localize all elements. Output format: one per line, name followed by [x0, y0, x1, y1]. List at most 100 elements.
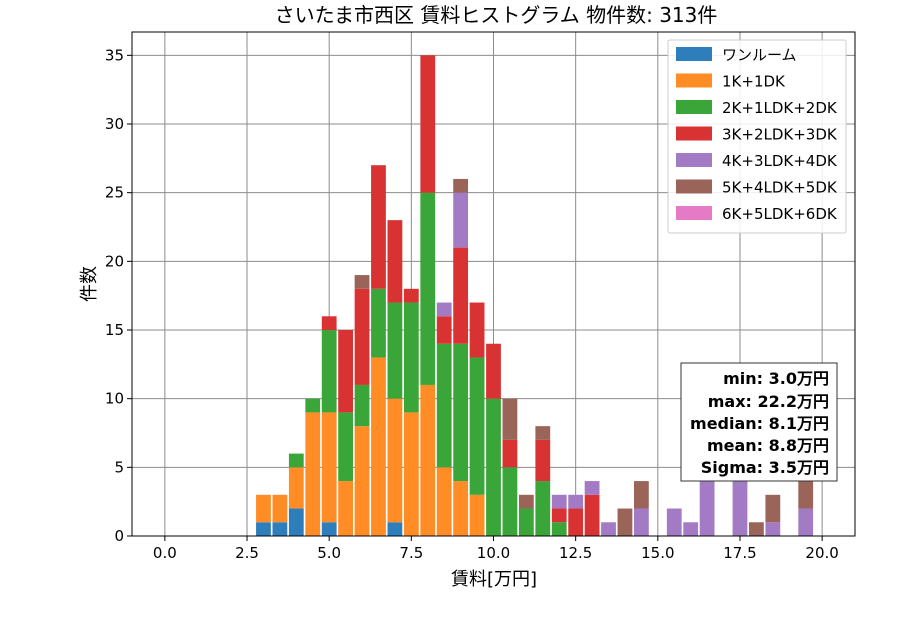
bar-segment [749, 522, 764, 536]
bar-segment [568, 494, 584, 509]
bar-segment [288, 467, 304, 509]
x-tick-label: 20.0 [805, 544, 838, 562]
legend-label: 1K+1DK [722, 73, 786, 91]
bar-segment [288, 508, 304, 536]
y-axis-label: 件数 [79, 266, 100, 302]
legend-label: 5K+4LDK+5DK [722, 179, 838, 197]
bar-segment [420, 55, 436, 193]
y-tick-label: 35 [105, 46, 124, 64]
y-tick-label: 5 [114, 458, 124, 476]
legend-label: ワンルーム [722, 46, 797, 64]
y-axis-ticks: 0 5 10 15 20 25 30 35 [105, 46, 132, 545]
bar-segment [256, 494, 271, 523]
legend-swatch [676, 153, 712, 167]
y-tick-label: 15 [105, 321, 124, 339]
bar-segment [321, 522, 337, 536]
bar-segment [551, 494, 567, 509]
bar-segment [436, 467, 452, 536]
bar-segment [633, 508, 649, 536]
bar-segment [403, 302, 419, 413]
legend-label: 2K+1LDK+2DK [722, 99, 838, 117]
bar-segment [338, 412, 354, 482]
stat-sigma: Sigma: 3.5万円 [701, 458, 829, 477]
bar-segment [502, 398, 518, 440]
x-axis-ticks: 0.0 2.5 5.0 7.5 10.0 12.5 15.0 17.5 20.0 [153, 536, 839, 562]
bar-segment [403, 412, 419, 536]
legend-swatch [676, 126, 712, 141]
y-tick-label: 20 [105, 252, 124, 270]
bar-segment [486, 343, 501, 399]
y-tick-label: 25 [105, 184, 124, 202]
bar-segment [453, 481, 469, 536]
bar-segment [321, 412, 337, 523]
y-tick-label: 0 [114, 527, 124, 545]
bar-segment [338, 330, 354, 413]
bar-segment [321, 330, 337, 413]
x-tick-label: 17.5 [723, 544, 756, 562]
bar-segment [371, 357, 386, 536]
bar-segment [699, 467, 715, 536]
bar-segment [765, 522, 781, 536]
bar-segment [387, 302, 403, 399]
bar-segment [354, 288, 370, 385]
x-tick-label: 7.5 [399, 544, 423, 562]
bar-segment [272, 494, 288, 523]
x-tick-label: 0.0 [153, 544, 177, 562]
bar-segment [568, 508, 584, 536]
bar-segment [535, 481, 551, 536]
legend-swatch [676, 179, 712, 194]
legend-label: 4K+3LDK+4DK [722, 152, 838, 170]
bar-segment [305, 398, 321, 413]
stat-min: min: 3.0万円 [723, 369, 829, 388]
bar-segment [798, 508, 814, 536]
bar-segment [387, 398, 403, 523]
bar-segment [387, 220, 403, 303]
bar-segment [420, 384, 436, 536]
bar-segment [453, 192, 469, 248]
bar-segment [403, 288, 419, 303]
bar-segment [305, 412, 321, 536]
bar-segment [535, 439, 551, 482]
bar-segment [732, 467, 748, 536]
bar-segment [420, 192, 436, 385]
x-tick-label: 10.0 [477, 544, 510, 562]
legend-box [667, 39, 847, 234]
bar-segment [469, 357, 485, 495]
legend-label: 6K+5LDK+6DK [722, 205, 838, 223]
bar-segment [453, 247, 469, 344]
bar-segment [453, 178, 469, 193]
bar-segment [371, 165, 386, 289]
legend-swatch [676, 206, 712, 220]
bar-segment [551, 522, 567, 536]
stats-box-frame [680, 362, 838, 482]
bar-segment [584, 494, 600, 536]
bar-segment [288, 453, 304, 468]
bar-segment [354, 384, 370, 427]
bar-segment [486, 398, 501, 536]
y-tick-label: 10 [105, 390, 124, 408]
bar-segment [387, 522, 403, 536]
legend-swatch [676, 100, 712, 114]
bar-segment [338, 481, 354, 536]
bar-segment [633, 481, 649, 509]
bar-segment [502, 439, 518, 468]
bar-segment [518, 494, 534, 509]
legend-label: 3K+2LDK+3DK [722, 126, 838, 144]
bar-segment [256, 522, 271, 536]
bar-segment [535, 426, 551, 440]
stat-median: median: 8.1万円 [690, 414, 829, 433]
stat-mean: mean: 8.8万円 [707, 436, 829, 455]
bar-segment [371, 288, 386, 358]
bar-segment [502, 467, 518, 536]
legend-swatch [676, 47, 712, 61]
x-tick-label: 5.0 [317, 544, 341, 562]
bar-segment [617, 508, 633, 536]
x-axis-label: 賃料[万円] [451, 569, 537, 590]
x-tick-label: 2.5 [235, 544, 259, 562]
bar-segment [436, 302, 452, 317]
bar-segment [272, 522, 288, 536]
bar-segment [518, 508, 534, 536]
x-tick-label: 15.0 [641, 544, 674, 562]
bar-segment [354, 275, 370, 289]
